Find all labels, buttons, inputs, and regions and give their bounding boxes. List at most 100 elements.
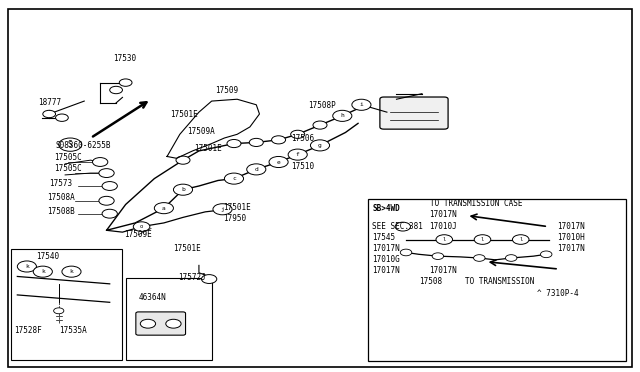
Circle shape [313,121,327,129]
Circle shape [271,136,285,144]
Circle shape [436,235,452,244]
Text: l: l [519,237,522,242]
Text: 17501E: 17501E [173,244,201,253]
Circle shape [246,164,266,175]
Text: k: k [25,264,29,269]
Circle shape [119,79,132,86]
Circle shape [56,114,68,121]
Text: 17508: 17508 [419,277,442,286]
Text: h: h [340,113,344,118]
Text: 17017N: 17017N [372,266,400,275]
Text: 46364N: 46364N [138,293,166,302]
Circle shape [202,275,217,283]
Text: 17010H: 17010H [557,233,585,242]
Circle shape [176,186,190,194]
Circle shape [227,140,241,148]
Text: e: e [276,160,280,164]
Bar [125,278,212,359]
Text: k: k [70,269,74,274]
Text: 17573: 17573 [49,179,72,188]
Text: a: a [162,206,166,211]
Text: 17508A: 17508A [47,193,75,202]
Text: S08360-6255B: S08360-6255B [56,141,111,150]
Circle shape [313,141,327,150]
Text: 17535A: 17535A [59,326,86,335]
Circle shape [506,255,517,261]
Text: f: f [296,152,300,157]
FancyBboxPatch shape [380,97,448,129]
Text: SB>4WD: SB>4WD [372,203,400,213]
Circle shape [474,255,485,261]
Text: TO TRANSMISSION: TO TRANSMISSION [465,277,534,286]
Circle shape [133,222,150,231]
Circle shape [227,174,241,183]
Text: 17508P: 17508P [308,101,336,110]
Circle shape [249,165,263,173]
Circle shape [271,158,285,166]
Circle shape [102,182,117,190]
Text: TO TRANSMISSION CASE: TO TRANSMISSION CASE [429,199,522,208]
Text: 17510: 17510 [291,162,314,171]
Circle shape [474,235,491,244]
Circle shape [102,209,117,218]
Text: 17010J: 17010J [429,222,458,231]
Circle shape [291,130,305,138]
Circle shape [109,86,122,94]
Circle shape [432,253,444,260]
Text: k: k [41,269,45,274]
Text: 17545: 17545 [372,233,396,242]
Text: 17509E: 17509E [124,230,152,239]
Bar [368,199,626,361]
Text: 17017N: 17017N [557,244,585,253]
Circle shape [54,308,64,314]
Circle shape [352,99,371,110]
Text: 17017N: 17017N [429,210,458,219]
Circle shape [62,266,81,277]
Circle shape [310,140,330,151]
Text: ^ 7310P-4: ^ 7310P-4 [537,289,579,298]
Text: 17501E: 17501E [170,109,198,119]
Text: 17501E: 17501E [223,202,251,212]
Text: 18777: 18777 [38,99,61,108]
Text: g: g [318,143,322,148]
Text: S: S [68,140,72,149]
Circle shape [99,169,114,177]
Text: 17505C: 17505C [54,153,81,162]
Text: c: c [232,176,236,181]
Circle shape [288,149,307,160]
Circle shape [225,173,244,184]
Text: 17501E: 17501E [194,144,221,153]
Circle shape [333,110,352,121]
Circle shape [249,138,263,147]
Circle shape [59,138,82,151]
Circle shape [154,203,173,214]
Text: 17509: 17509 [215,86,238,95]
Circle shape [166,319,181,328]
Text: l: l [481,237,484,242]
Circle shape [400,249,412,256]
Circle shape [291,151,305,159]
FancyBboxPatch shape [136,312,186,335]
Text: 17950: 17950 [223,214,246,222]
Circle shape [99,196,114,205]
Text: 17508B: 17508B [47,206,75,216]
Text: 17509A: 17509A [188,127,215,136]
Circle shape [395,222,410,231]
Circle shape [513,235,529,244]
Circle shape [17,261,36,272]
Text: 17017N: 17017N [557,222,585,231]
Text: d: d [255,167,258,172]
Circle shape [269,157,288,167]
Text: l: l [443,237,446,242]
Text: 17528F: 17528F [14,326,42,335]
Text: 17017N: 17017N [429,266,458,275]
Text: o: o [140,224,143,229]
Circle shape [173,184,193,195]
Circle shape [33,266,52,277]
Text: 17540: 17540 [36,252,60,262]
Text: 17010G: 17010G [372,255,400,264]
Text: 17530: 17530 [113,54,136,63]
Text: j: j [221,207,225,212]
Text: 17505C: 17505C [54,164,81,173]
Circle shape [43,110,56,118]
